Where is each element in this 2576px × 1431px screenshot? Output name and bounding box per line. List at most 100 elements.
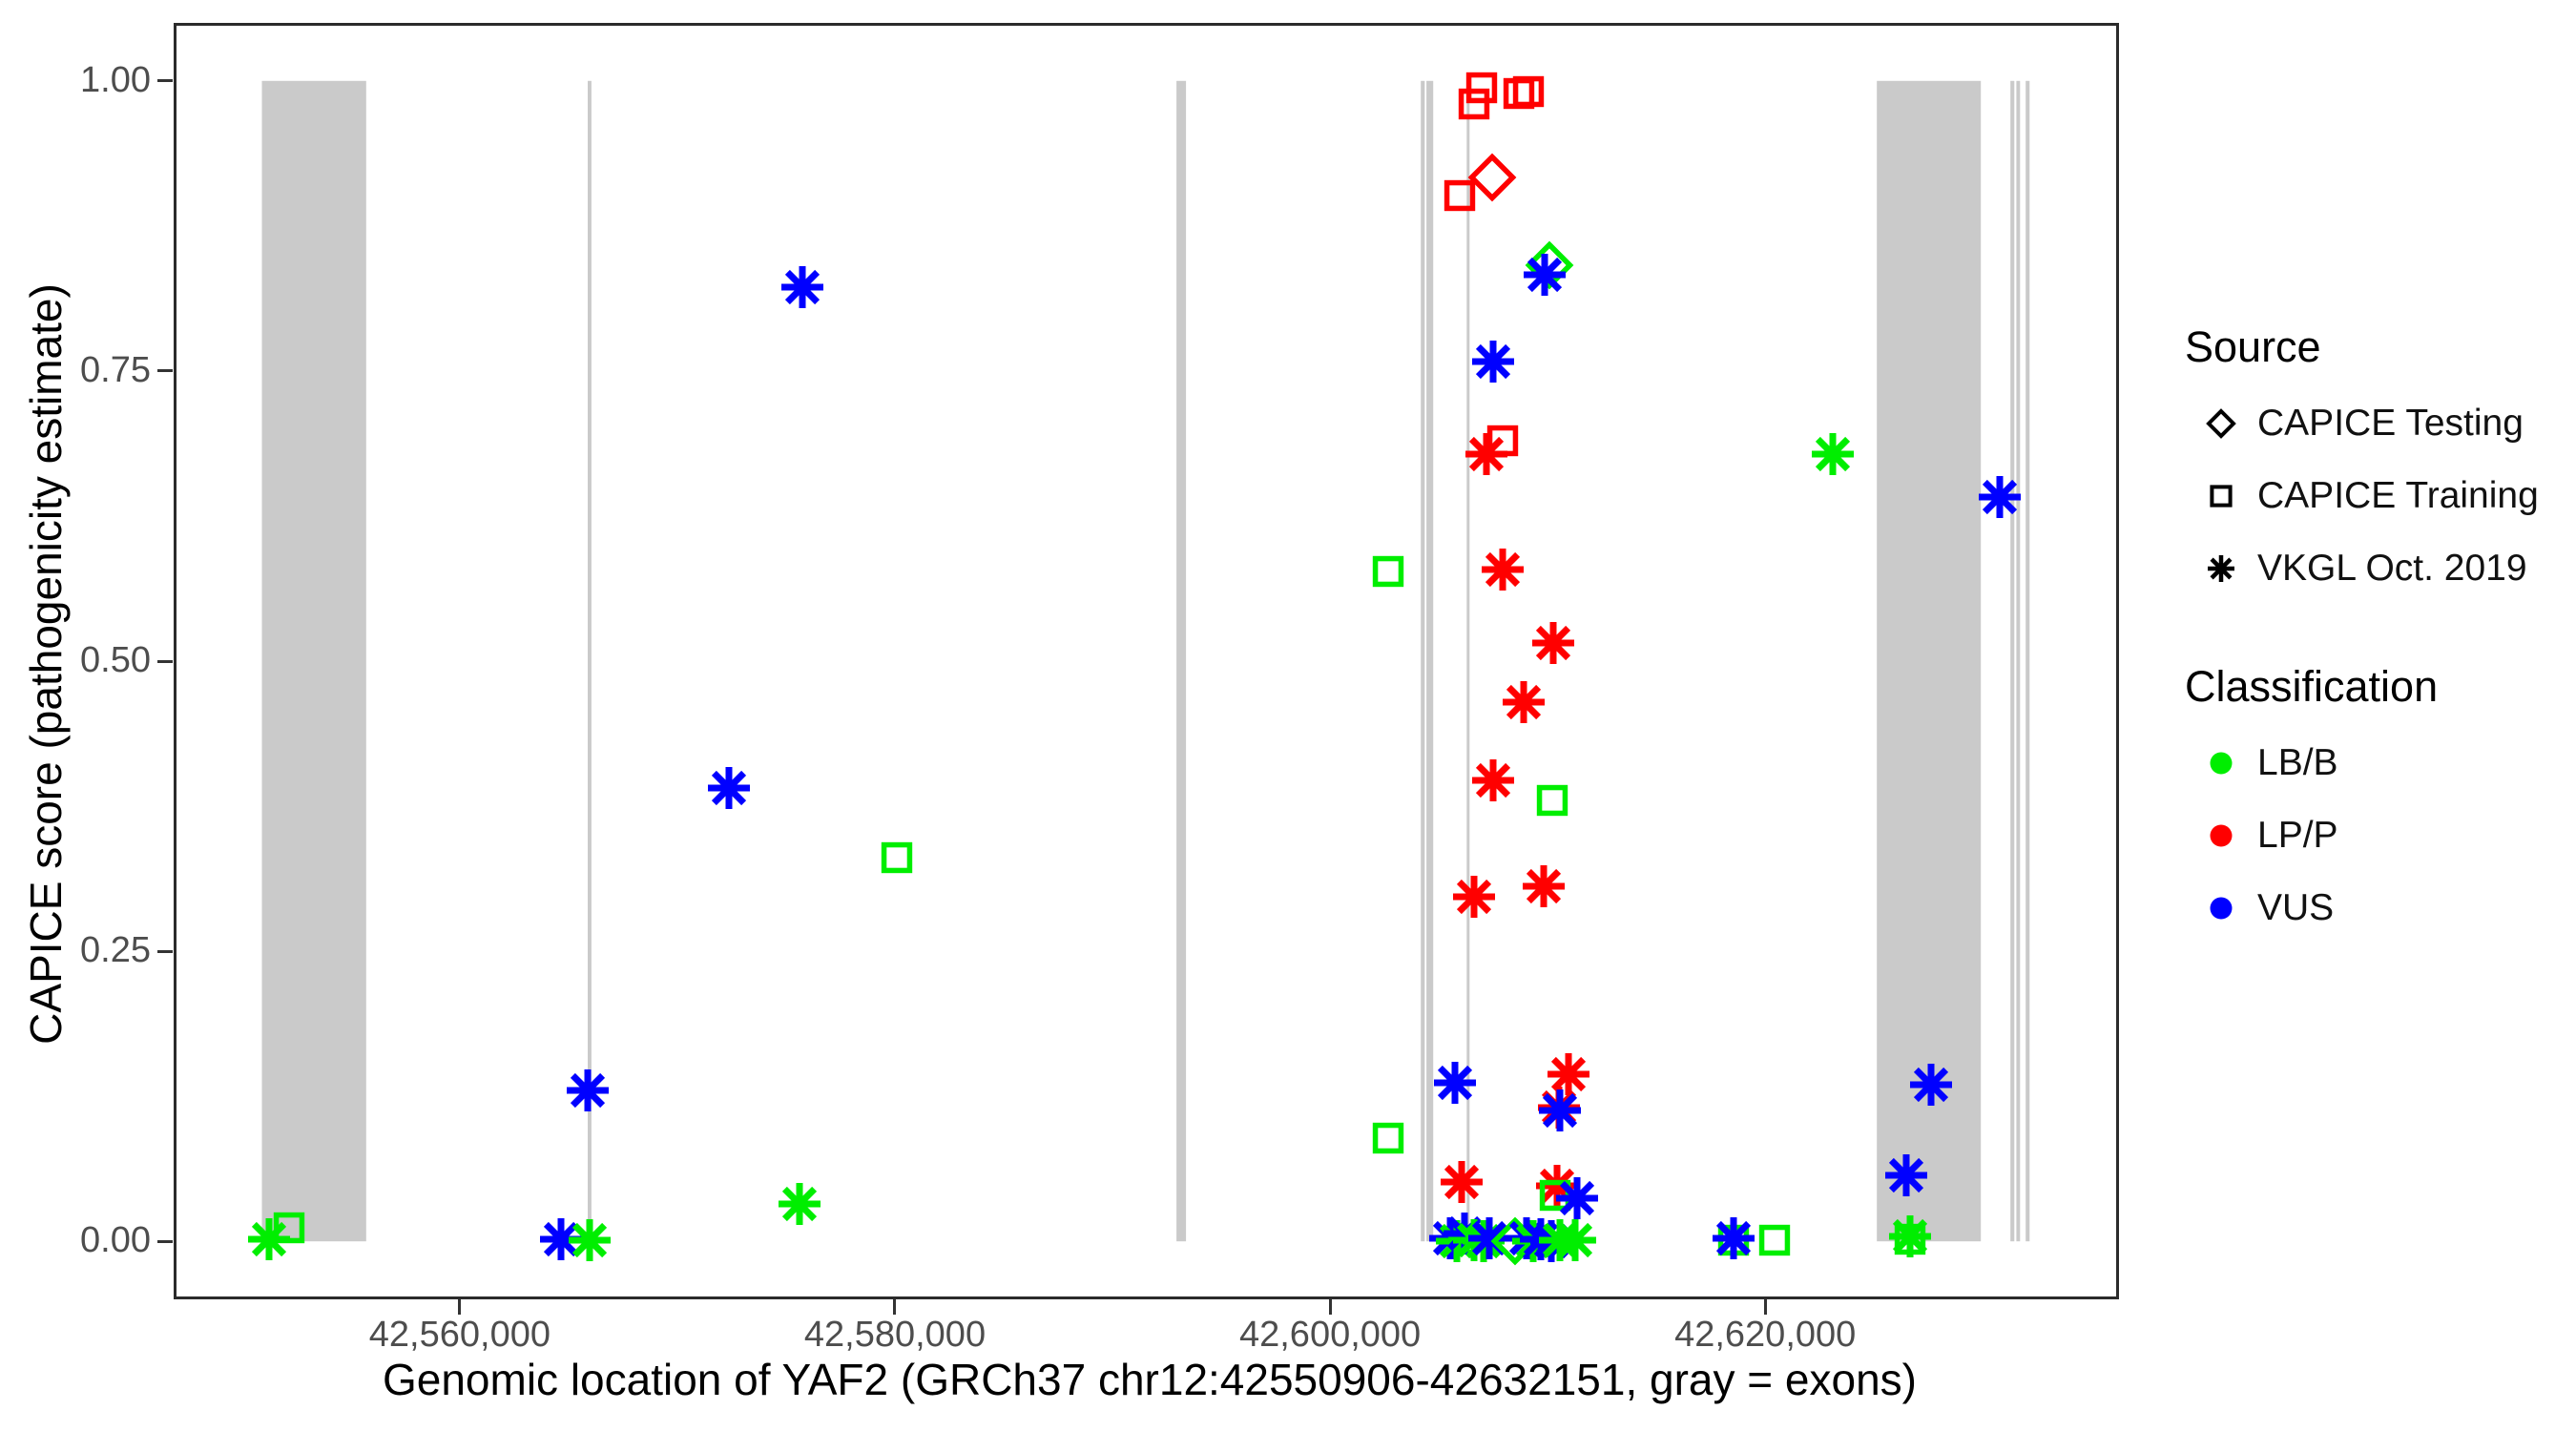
legend-item-lpp-icon xyxy=(2210,824,2233,847)
data-point xyxy=(1556,1177,1598,1219)
asterisk-marker xyxy=(1889,1215,1931,1257)
square-marker xyxy=(1512,75,1545,108)
data-point xyxy=(779,1183,821,1225)
x-tick-label: 42,580,000 xyxy=(803,1315,987,1355)
data-point xyxy=(1532,622,1574,664)
data-point xyxy=(1458,88,1490,120)
data-point xyxy=(1554,1219,1596,1261)
legend-item-square: CAPICE Training xyxy=(2185,460,2566,532)
exon-band xyxy=(1466,80,1470,1242)
exon-band xyxy=(1426,80,1434,1242)
exon-band xyxy=(1176,80,1187,1242)
square-marker xyxy=(2210,485,2233,508)
data-point xyxy=(1465,433,1507,475)
asterisk-marker xyxy=(1910,1064,1952,1106)
legend-item-lbb-label: LB/B xyxy=(2257,742,2338,783)
legend-item-lbb: LB/B xyxy=(2185,727,2566,799)
square-marker xyxy=(1536,784,1568,817)
y-tick-label: 1.00 xyxy=(80,59,151,100)
asterisk-marker xyxy=(1554,1219,1596,1261)
data-point xyxy=(1467,153,1517,202)
dot-marker xyxy=(2210,897,2233,920)
legend-item-diamond-icon xyxy=(2206,408,2236,439)
asterisk-marker xyxy=(1524,254,1566,296)
asterisk-marker xyxy=(1482,549,1524,591)
data-point xyxy=(1465,72,1498,104)
data-point xyxy=(1453,876,1495,918)
data-point xyxy=(1444,179,1476,212)
data-point xyxy=(1536,784,1568,817)
plot-panel-border xyxy=(174,23,2119,1299)
data-point xyxy=(1812,433,1854,475)
legend-item-asterisk: VKGL Oct. 2019 xyxy=(2185,532,2566,605)
asterisk-marker xyxy=(1539,1089,1581,1131)
asterisk-marker xyxy=(1523,865,1565,907)
asterisk-marker xyxy=(1532,622,1574,664)
asterisk-marker xyxy=(708,767,750,809)
data-point xyxy=(1372,1122,1404,1154)
exon-band xyxy=(2025,80,2030,1242)
asterisk-marker xyxy=(1468,1217,1510,1259)
asterisk-marker xyxy=(1453,876,1495,918)
square-marker xyxy=(1372,1122,1404,1154)
asterisk-marker xyxy=(1536,1165,1578,1207)
exon-band xyxy=(2016,80,2021,1242)
asterisk-marker xyxy=(1885,1154,1927,1196)
data-point xyxy=(273,1212,305,1244)
data-point xyxy=(1524,254,1566,296)
data-point xyxy=(881,841,913,874)
square-marker xyxy=(881,841,913,874)
legend-item-lpp-label: LP/P xyxy=(2257,815,2338,856)
x-tick-label: 42,620,000 xyxy=(1674,1315,1857,1355)
square-marker xyxy=(1486,425,1519,457)
data-point xyxy=(1979,476,2021,518)
y-tick-label: 0.75 xyxy=(80,349,151,390)
data-point xyxy=(781,266,823,308)
x-tick-mark xyxy=(1763,1299,1767,1315)
asterisk-marker xyxy=(540,1218,582,1260)
exon-band xyxy=(1877,80,1982,1242)
asterisk-marker xyxy=(1441,1161,1483,1203)
dot-marker xyxy=(2210,752,2233,775)
asterisk-marker xyxy=(248,1218,290,1260)
square-marker xyxy=(1372,555,1404,588)
data-point xyxy=(1472,759,1514,801)
legend-item-diamond-label: CAPICE Testing xyxy=(2257,403,2524,444)
dot-marker xyxy=(2210,824,2233,847)
y-tick-label: 0.00 xyxy=(80,1220,151,1261)
data-point xyxy=(1512,75,1545,108)
legend-source-title: Source xyxy=(2185,322,2321,371)
data-point xyxy=(540,1218,582,1260)
data-point xyxy=(1503,681,1545,723)
legend: Source CAPICE Testing CAPICE Training VKGL… xyxy=(2185,322,2566,944)
x-tick-mark xyxy=(458,1299,462,1315)
legend-item-asterisk-label: VKGL Oct. 2019 xyxy=(2257,548,2527,589)
legend-item-vus: VUS xyxy=(2185,872,2566,944)
asterisk-marker xyxy=(1713,1217,1755,1259)
legend-item-vus-label: VUS xyxy=(2257,887,2335,928)
asterisk-marker xyxy=(1503,681,1545,723)
legend-source-items: CAPICE Testing CAPICE Training VKGL Oct. 2… xyxy=(2185,387,2566,605)
y-tick-label: 0.50 xyxy=(80,640,151,680)
data-point xyxy=(1713,1217,1755,1259)
x-axis-title: Genomic location of YAF2 (GRCh37 chr12:4… xyxy=(382,1355,1917,1404)
square-marker xyxy=(1758,1224,1791,1256)
legend-item-square-icon xyxy=(2210,485,2233,508)
data-point xyxy=(1758,1224,1791,1256)
legend-item-square-label: CAPICE Training xyxy=(2257,475,2539,516)
asterisk-marker xyxy=(1812,433,1854,475)
data-point xyxy=(1525,240,1574,290)
y-tick-mark xyxy=(157,79,173,83)
square-marker xyxy=(1465,72,1498,104)
asterisk-marker xyxy=(1472,759,1514,801)
asterisk-marker xyxy=(2208,555,2234,582)
square-marker xyxy=(273,1212,305,1244)
data-point xyxy=(248,1218,290,1260)
asterisk-marker xyxy=(1556,1177,1598,1219)
legend-classification-title: Classification xyxy=(2185,662,2439,711)
diamond-marker xyxy=(1467,153,1517,202)
data-point xyxy=(708,767,750,809)
x-tick-label: 42,600,000 xyxy=(1238,1315,1422,1355)
exon-band xyxy=(1421,80,1425,1242)
